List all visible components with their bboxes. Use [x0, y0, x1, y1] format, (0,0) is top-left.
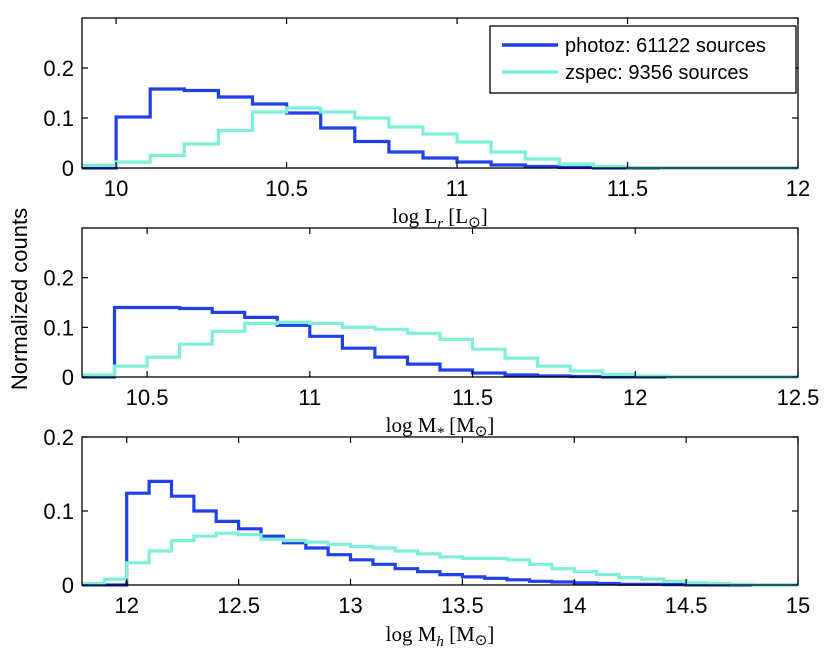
- axes-frame: [81, 227, 799, 378]
- legend-label-photoz: photoz: 61122 sources: [565, 35, 766, 57]
- plot-area: [82, 437, 798, 585]
- x-tick-label: 11: [298, 385, 321, 410]
- panel-2: 10.5 11 11.5 12 12.5 0 0.1 0.2 log M* [M⊙]: [43, 227, 820, 441]
- x-tick-label: 12: [786, 176, 810, 201]
- x-tick-label: 14.5: [665, 593, 708, 618]
- x-tick-label: 10.5: [265, 176, 308, 201]
- x-axis-label: log Mh [M⊙]: [386, 622, 495, 650]
- x-tick-label: 12: [623, 385, 647, 410]
- x-tick-label: 12.5: [777, 385, 820, 410]
- y-tick-label: 0: [62, 573, 74, 598]
- legend: photoz: 61122 sources zspec: 9356 source…: [489, 25, 797, 94]
- y-tick-label: 0: [62, 156, 74, 181]
- axes-frame: [81, 17, 799, 169]
- series-photoz-line: [82, 479, 798, 587]
- series-photoz-line: [82, 87, 798, 170]
- x-tick-label: 11.5: [607, 176, 648, 201]
- x-axis-label: log Lr [L⊙]: [392, 204, 487, 232]
- y-axis-label: Normalized counts: [7, 208, 32, 390]
- legend-box: [489, 25, 797, 94]
- panel-3: 12 12.5 13 13.5 14 14.5 15 0 0.1 0.2 log Mh [M⊙]: [43, 425, 810, 650]
- plot-area: [82, 228, 798, 377]
- series-zspec-line: [82, 106, 798, 170]
- x-tick-label: 10.5: [126, 385, 169, 410]
- y-tick-label: 0.2: [43, 425, 74, 450]
- x-tick-label: 13: [338, 593, 362, 618]
- series-zspec-line: [82, 320, 798, 379]
- x-tick-label: 12.5: [217, 593, 260, 618]
- series-photoz-line: [82, 305, 798, 379]
- x-tick-label: 10: [104, 176, 128, 201]
- x-axis-label: log M* [M⊙]: [386, 413, 495, 441]
- series-zspec-line: [82, 531, 798, 587]
- y-tick-label: 0.1: [43, 315, 74, 340]
- x-tick-label: 11: [446, 176, 469, 201]
- x-tick-label: 11.5: [452, 385, 493, 410]
- legend-label-zspec: zspec: 9356 sources: [565, 62, 748, 84]
- y-tick-label: 0.2: [43, 266, 74, 291]
- y-tick-label: 0: [62, 365, 74, 390]
- x-tick-label: 12: [115, 593, 139, 618]
- panels: 10 10.5 11 11.5 12 0 0.1 0.2 log Lr [L⊙] 10.5 11 11…: [43, 17, 820, 650]
- y-tick-label: 0.1: [43, 499, 74, 524]
- x-tick-label: 15: [786, 593, 810, 618]
- y-tick-label: 0.1: [43, 106, 74, 131]
- y-tick-label: 0.2: [43, 56, 74, 81]
- x-tick-label: 13.5: [441, 593, 484, 618]
- x-tick-label: 14: [562, 593, 586, 618]
